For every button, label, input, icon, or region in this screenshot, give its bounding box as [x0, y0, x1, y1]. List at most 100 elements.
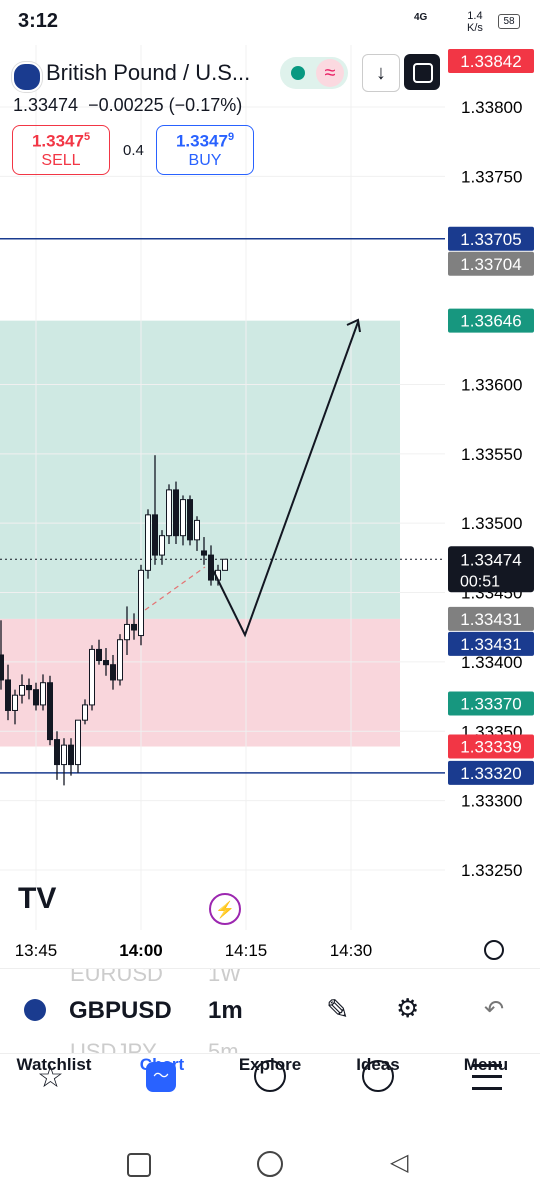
- speed: 1.4: [467, 10, 483, 22]
- prev-interval: 1W: [208, 968, 241, 986]
- candle-body: [0, 654, 4, 681]
- candle-body: [110, 664, 116, 681]
- price-tag-label: 1.33704: [460, 255, 521, 274]
- home-button[interactable]: [257, 1151, 283, 1177]
- candle-body: [96, 648, 102, 662]
- y-tick-label: 1.33500: [461, 514, 522, 533]
- candle-body: [138, 569, 144, 637]
- price-tag: [448, 308, 534, 333]
- toolbar-interval[interactable]: 1m: [208, 997, 243, 1024]
- price-tag: [448, 226, 534, 251]
- toolbar: EURUSD 1W GBPUSD 1m ✎ ⚙ ↶ USDJPY 5m: [0, 968, 540, 1054]
- candle-body: [194, 519, 200, 541]
- next-symbol: USDJPY: [70, 1039, 157, 1054]
- candle-body: [166, 489, 172, 537]
- undo[interactable]: ↶: [484, 996, 505, 1023]
- back-button[interactable]: ◁: [390, 1149, 409, 1176]
- y-tick-label: 1.33400: [461, 653, 522, 672]
- price-tag-label: 1.33370: [460, 695, 521, 714]
- y-tick-label: 1.33300: [461, 792, 522, 811]
- position-zone: [0, 618, 400, 747]
- candle-body: [5, 679, 11, 711]
- price-tag-label: 1.33842: [460, 52, 521, 71]
- explore-icon: [254, 1060, 286, 1092]
- candle-body: [75, 719, 81, 766]
- candle-body: [173, 489, 179, 537]
- candle-body: [215, 569, 221, 581]
- nav-item[interactable]: Watchlist: [16, 1055, 92, 1074]
- draw-tool[interactable]: ✎: [326, 994, 350, 1025]
- candle-body: [159, 535, 165, 556]
- fullscreen-button[interactable]: [404, 54, 440, 90]
- next-interval: 5m: [208, 1039, 239, 1054]
- price-change: −0.00225 (−0.17%): [88, 95, 243, 115]
- y-tick-label: 1.33250: [461, 861, 522, 880]
- arrow-head: [346, 318, 361, 333]
- price-tag-label: 1.33339: [460, 738, 521, 757]
- x-tick-label: 14:30: [330, 941, 373, 960]
- current-price-tag: [448, 546, 534, 593]
- nav-item[interactable]: Chart: [139, 1055, 185, 1074]
- flag-icon: [24, 999, 46, 1021]
- prev-symbol: EURUSD: [70, 968, 163, 986]
- price-tag: [448, 251, 534, 276]
- flag-icon: [12, 62, 42, 92]
- nav-item[interactable]: Explore: [238, 1055, 302, 1074]
- toolbar-symbol[interactable]: GBPUSD: [69, 997, 172, 1024]
- buy-label: BUY: [188, 151, 222, 169]
- x-tick-label: 13:45: [15, 941, 58, 960]
- indicators[interactable]: ⚙: [396, 993, 420, 1023]
- price-tag-label: 1.33320: [460, 764, 521, 783]
- dashed-drawing: [144, 566, 206, 611]
- nav-item[interactable]: Ideas: [356, 1055, 400, 1074]
- spread: 0.4: [123, 142, 144, 159]
- replay-icon[interactable]: [209, 893, 241, 925]
- market-status[interactable]: ≈: [280, 57, 348, 89]
- last-price: 1.33474: [13, 95, 79, 115]
- nav-item[interactable]: Menu: [463, 1055, 509, 1074]
- y-tick-label: 1.33350: [461, 722, 522, 741]
- buy-button[interactable]: 1.33479 BUY: [156, 125, 254, 175]
- price-tag: [448, 734, 534, 759]
- tv-logo: TV: [18, 882, 56, 915]
- ideas-icon: [362, 1060, 394, 1092]
- candle-body: [82, 704, 88, 721]
- sell-label: SELL: [41, 151, 81, 169]
- y-tick-label: 1.33600: [461, 375, 522, 394]
- candle-body: [12, 694, 18, 711]
- candle-body: [117, 639, 123, 681]
- buy-pip: 9: [227, 131, 235, 143]
- download-button[interactable]: ↓: [362, 54, 400, 92]
- battery: 58: [498, 14, 520, 29]
- candle-body: [222, 558, 228, 571]
- y-tick-label: 1.33450: [461, 584, 522, 603]
- candle-body: [152, 514, 158, 556]
- price-line: 1.33474 −0.00225 (−0.17%): [13, 95, 242, 116]
- current-price-label: 1.33474: [460, 550, 521, 569]
- y-tick-label: 1.33550: [461, 445, 522, 464]
- price-tag-label: 1.33431: [460, 610, 521, 629]
- price-tag-label: 1.33431: [460, 635, 521, 654]
- price-tag: [448, 49, 534, 73]
- candle-body: [208, 554, 214, 581]
- watchlist-icon: ☆: [37, 1061, 64, 1094]
- speed-unit: K/s: [467, 22, 483, 34]
- y-tick-label: 1.33750: [461, 167, 522, 186]
- network: 4G: [414, 12, 428, 23]
- chart-icon: 〜: [146, 1062, 176, 1092]
- recents-button[interactable]: [127, 1153, 151, 1177]
- price-tag: [448, 760, 534, 785]
- position-zone: [0, 320, 400, 619]
- arrow-drawing: [212, 321, 359, 638]
- menu-icon: [472, 1064, 502, 1090]
- price-tag-label: 1.33646: [460, 312, 521, 331]
- candle-body: [180, 499, 186, 537]
- countdown: 00:51: [460, 573, 500, 590]
- sell-button[interactable]: 1.33475 SELL: [12, 125, 110, 175]
- candle-body: [103, 660, 109, 666]
- settings-icon[interactable]: [484, 940, 504, 960]
- price-tag-label: 1.33705: [460, 230, 521, 249]
- symbol-name[interactable]: British Pound / U.S...: [46, 60, 251, 85]
- clock: 3:12: [18, 10, 59, 32]
